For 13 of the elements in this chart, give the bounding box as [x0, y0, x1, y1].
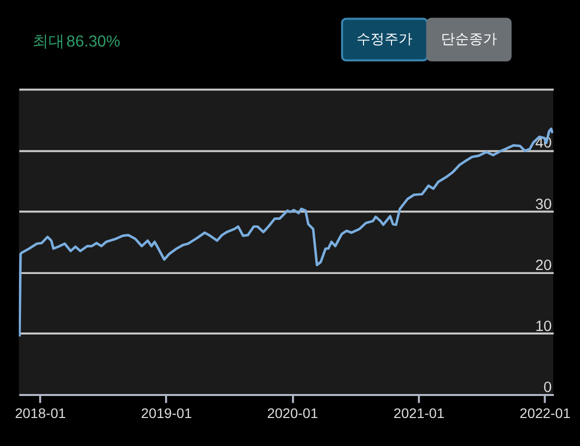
x-tick-label: 2022-01	[520, 404, 571, 421]
y-tick-label: 20	[535, 258, 552, 274]
x-tick-label: 2020-01	[267, 404, 318, 421]
y-tick-label: 30	[535, 196, 552, 213]
x-tick-label: 2021-01	[394, 404, 445, 421]
y-tick-label: 0	[543, 380, 552, 396]
text: 수정주가	[356, 30, 413, 47]
x-tick-label: 2018-01	[14, 404, 66, 421]
text: 86.30%	[66, 34, 120, 51]
text: 단순종가	[440, 30, 497, 47]
text: 최대	[32, 34, 65, 51]
x-tick-label: 2019-01	[141, 404, 192, 421]
y-tick-label: 10	[535, 318, 552, 335]
